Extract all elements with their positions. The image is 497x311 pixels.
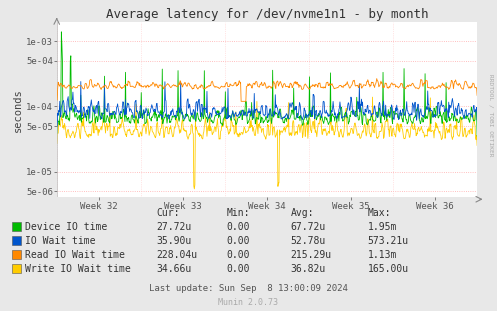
Text: Avg:: Avg: [291, 208, 314, 218]
Text: Cur:: Cur: [157, 208, 180, 218]
Text: 27.72u: 27.72u [157, 221, 192, 231]
Text: 215.29u: 215.29u [291, 249, 332, 259]
Text: 35.90u: 35.90u [157, 235, 192, 245]
Text: Last update: Sun Sep  8 13:00:09 2024: Last update: Sun Sep 8 13:00:09 2024 [149, 284, 348, 293]
Text: 573.21u: 573.21u [368, 235, 409, 245]
Text: 1.13m: 1.13m [368, 249, 397, 259]
Text: 67.72u: 67.72u [291, 221, 326, 231]
Text: Read IO Wait time: Read IO Wait time [25, 249, 125, 259]
Text: 165.00u: 165.00u [368, 263, 409, 273]
Text: 0.00: 0.00 [226, 249, 249, 259]
Text: 0.00: 0.00 [226, 235, 249, 245]
Text: Device IO time: Device IO time [25, 221, 107, 231]
Title: Average latency for /dev/nvme1n1 - by month: Average latency for /dev/nvme1n1 - by mo… [106, 7, 428, 21]
Text: Min:: Min: [226, 208, 249, 218]
Text: Write IO Wait time: Write IO Wait time [25, 263, 131, 273]
Text: 34.66u: 34.66u [157, 263, 192, 273]
Text: Munin 2.0.73: Munin 2.0.73 [219, 298, 278, 307]
Text: 228.04u: 228.04u [157, 249, 198, 259]
Text: 1.95m: 1.95m [368, 221, 397, 231]
Text: 0.00: 0.00 [226, 221, 249, 231]
Text: 0.00: 0.00 [226, 263, 249, 273]
Text: IO Wait time: IO Wait time [25, 235, 95, 245]
Y-axis label: seconds: seconds [13, 88, 23, 132]
Text: RRDTOOL / TOBI OETIKER: RRDTOOL / TOBI OETIKER [489, 74, 494, 156]
Text: 36.82u: 36.82u [291, 263, 326, 273]
Text: Max:: Max: [368, 208, 391, 218]
Text: 52.78u: 52.78u [291, 235, 326, 245]
